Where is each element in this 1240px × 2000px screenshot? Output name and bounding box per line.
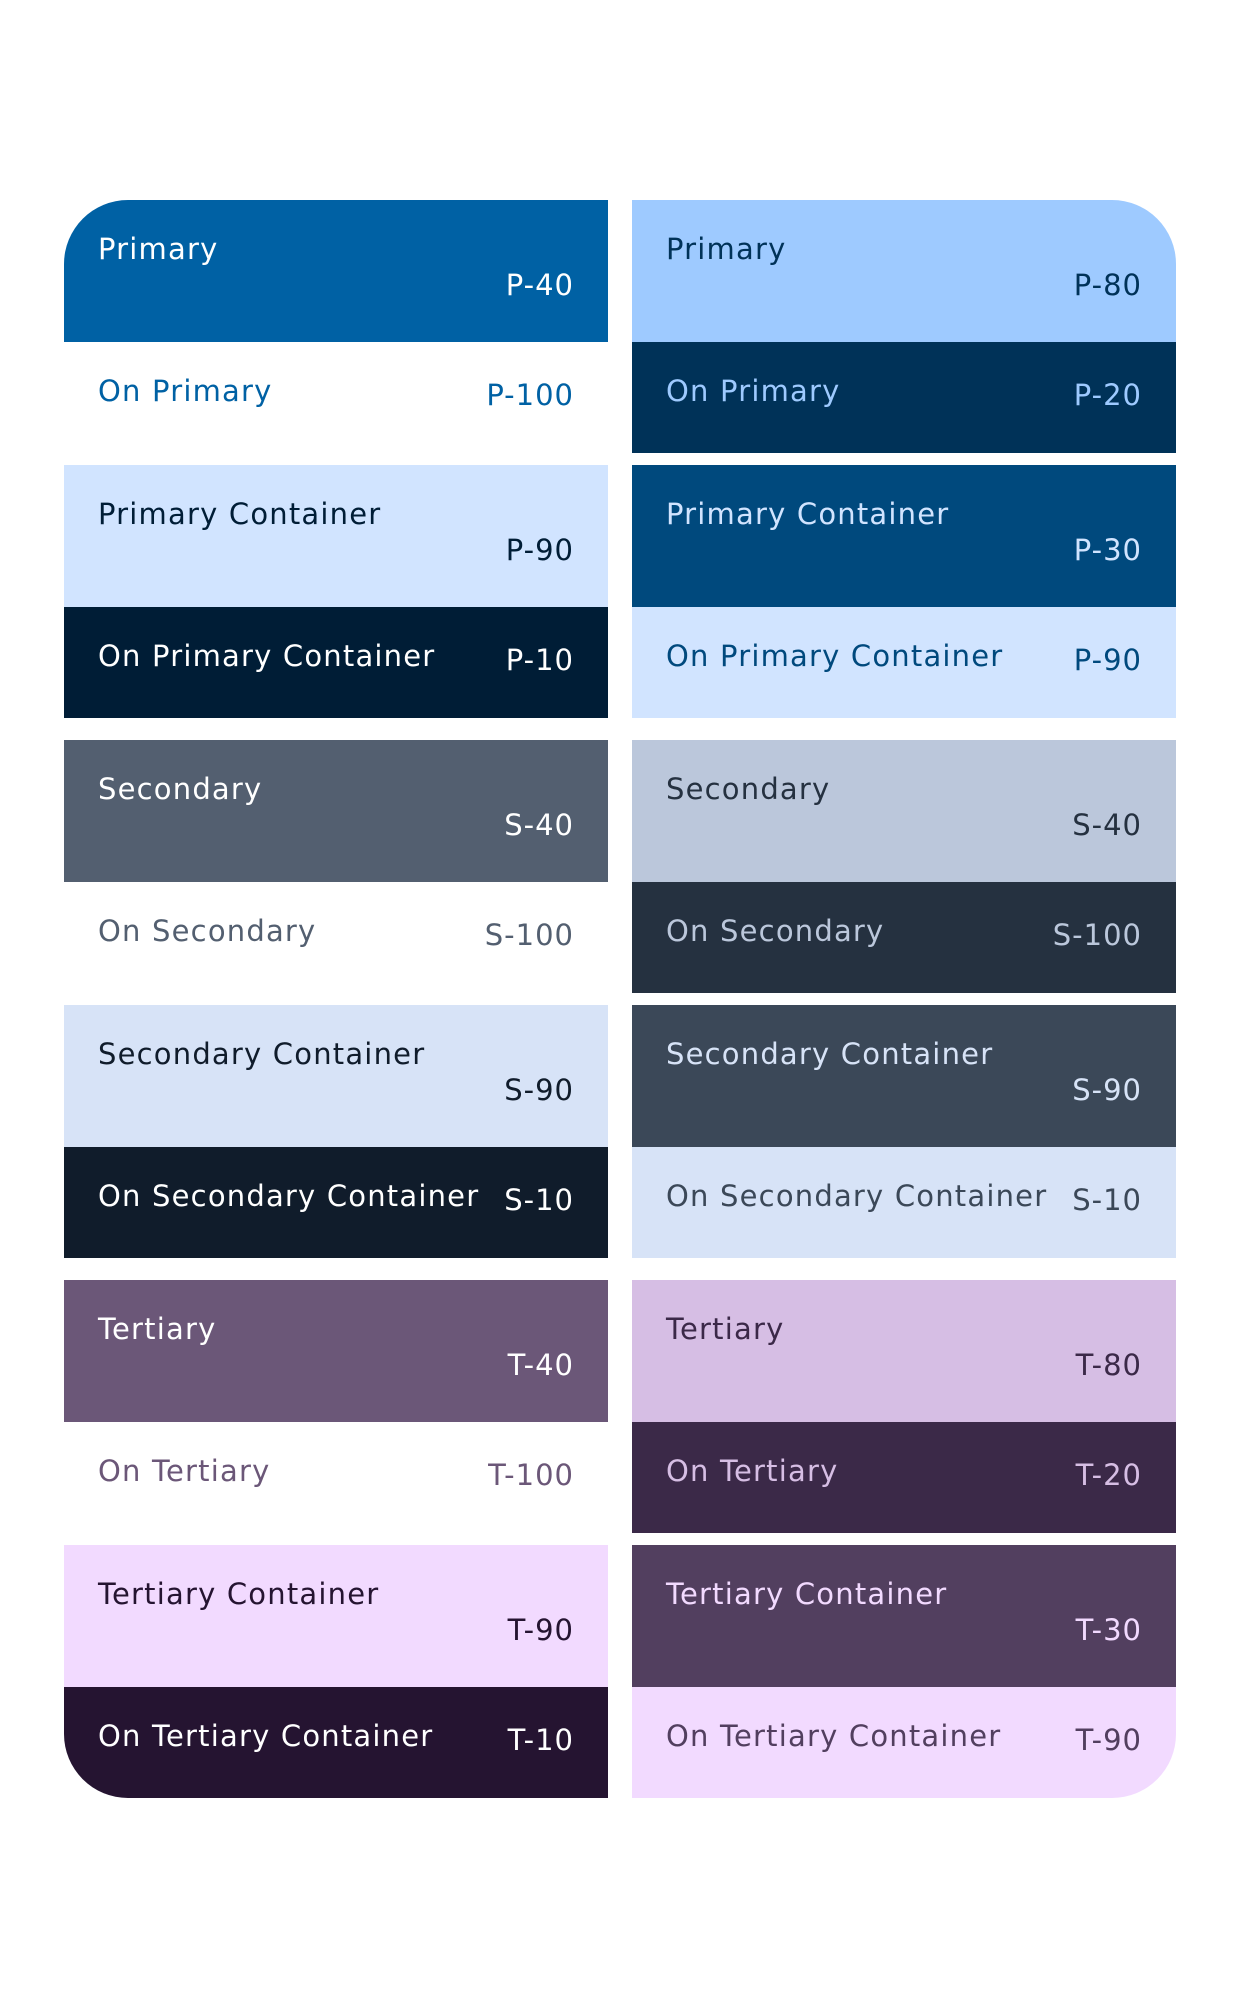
swatch-role-label: On Primary Container [666,639,1004,673]
swatch-role-label: On Secondary [666,914,885,948]
swatch-role-label: On Tertiary Container [666,1719,1002,1753]
swatch-tone-label: P-100 [486,378,574,412]
swatch-tone-label: S-100 [484,918,574,952]
light-swatch-secondary: Secondary S-40 [64,740,608,882]
swatch-tone-label: S-40 [1072,808,1142,842]
dark-swatch-on-secondary: On Secondary S-100 [632,882,1176,993]
swatch-role-label: On Primary [98,374,273,408]
dark-swatch-on-tertiary: On Tertiary T-20 [632,1422,1176,1533]
swatch-role-label: Primary Container [98,497,382,531]
swatch-tone-label: T-10 [507,1723,574,1757]
swatch-role-label: Secondary [666,772,831,806]
light-swatch-primary: Primary P-40 [64,200,608,342]
spacer [632,453,1176,465]
swatch-role-label: On Secondary [98,914,317,948]
swatch-role-label: On Tertiary [98,1454,271,1488]
dark-swatch-on-primary-container: On Primary Container P-90 [632,607,1176,718]
spacer [632,1258,1176,1280]
light-swatch-on-tertiary-container: On Tertiary Container T-10 [64,1687,608,1798]
light-swatch-on-primary-container: On Primary Container P-10 [64,607,608,718]
swatch-tone-label: P-30 [1073,533,1142,567]
dark-swatch-secondary-container: Secondary Container S-90 [632,1005,1176,1147]
light-scheme-palette: Primary P-40 On Primary P-100 Primary Contai… [64,200,608,1798]
spacer [632,718,1176,740]
spacer [64,1533,608,1545]
swatch-role-label: On Tertiary Container [98,1719,434,1753]
light-swatch-on-primary: On Primary P-100 [64,342,608,453]
swatch-tone-label: S-10 [1072,1183,1142,1217]
spacer [632,993,1176,1005]
dark-swatch-tertiary-container: Tertiary Container T-30 [632,1545,1176,1687]
dark-swatch-on-primary: On Primary P-20 [632,342,1176,453]
swatch-role-label: Secondary Container [98,1037,426,1071]
swatch-role-label: Primary Container [666,497,950,531]
dark-swatch-primary: Primary P-80 [632,200,1176,342]
spacer [64,1258,608,1280]
swatch-tone-label: S-10 [504,1183,574,1217]
light-swatch-secondary-container: Secondary Container S-90 [64,1005,608,1147]
dark-scheme-palette: Primary P-80 On Primary P-20 Primary Contain… [632,200,1176,1798]
swatch-tone-label: P-40 [505,268,574,302]
dark-swatch-on-secondary-container: On Secondary Container S-10 [632,1147,1176,1258]
swatch-tone-label: T-100 [488,1458,574,1492]
swatch-role-label: Tertiary Container [666,1577,948,1611]
swatch-role-label: Secondary [98,772,263,806]
swatch-tone-label: T-30 [1075,1613,1142,1647]
light-swatch-primary-container: Primary Container P-90 [64,465,608,607]
swatch-role-label: On Tertiary [666,1454,839,1488]
swatch-tone-label: P-10 [505,643,574,677]
dark-swatch-tertiary: Tertiary T-80 [632,1280,1176,1422]
swatch-role-label: On Primary [666,374,841,408]
light-swatch-on-secondary: On Secondary S-100 [64,882,608,993]
light-swatch-tertiary-container: Tertiary Container T-90 [64,1545,608,1687]
swatch-role-label: On Primary Container [98,639,436,673]
swatch-tone-label: S-100 [1052,918,1142,952]
swatch-role-label: Primary [98,232,219,266]
spacer [64,453,608,465]
spacer [632,1533,1176,1545]
swatch-role-label: Tertiary Container [98,1577,380,1611]
light-swatch-on-secondary-container: On Secondary Container S-10 [64,1147,608,1258]
light-swatch-tertiary: Tertiary T-40 [64,1280,608,1422]
dark-swatch-on-tertiary-container: On Tertiary Container T-90 [632,1687,1176,1798]
swatch-role-label: On Secondary Container [98,1179,480,1213]
spacer [64,993,608,1005]
swatch-role-label: On Secondary Container [666,1179,1048,1213]
swatch-tone-label: P-20 [1073,378,1142,412]
swatch-tone-label: T-80 [1075,1348,1142,1382]
swatch-tone-label: P-90 [505,533,574,567]
swatch-tone-label: P-90 [1073,643,1142,677]
swatch-tone-label: T-90 [507,1613,574,1647]
light-swatch-on-tertiary: On Tertiary T-100 [64,1422,608,1533]
spacer [64,718,608,740]
swatch-role-label: Secondary Container [666,1037,994,1071]
swatch-tone-label: T-90 [1075,1723,1142,1757]
swatch-tone-label: T-20 [1075,1458,1142,1492]
swatch-tone-label: S-90 [1072,1073,1142,1107]
dark-swatch-secondary: Secondary S-40 [632,740,1176,882]
swatch-role-label: Tertiary [98,1312,217,1346]
swatch-tone-label: S-40 [504,808,574,842]
swatch-role-label: Tertiary [666,1312,785,1346]
swatch-role-label: Primary [666,232,787,266]
swatch-tone-label: S-90 [504,1073,574,1107]
dark-swatch-primary-container: Primary Container P-30 [632,465,1176,607]
swatch-tone-label: T-40 [507,1348,574,1382]
swatch-tone-label: P-80 [1073,268,1142,302]
